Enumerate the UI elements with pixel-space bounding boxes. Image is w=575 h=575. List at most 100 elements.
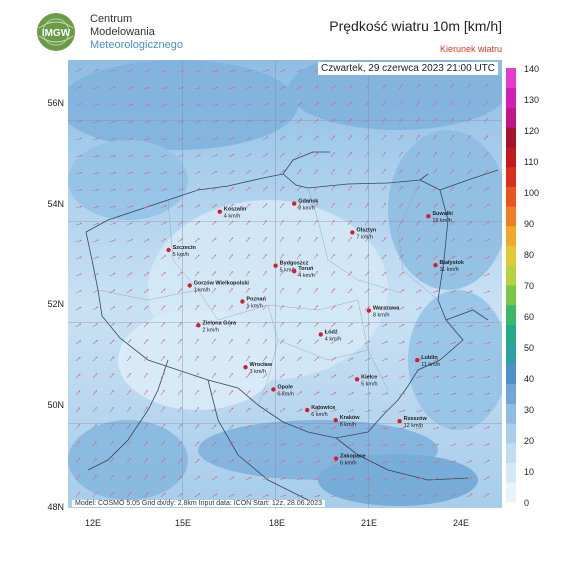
wind-arrow <box>432 494 439 498</box>
wind-arrow <box>262 220 268 226</box>
wind-arrow <box>194 475 200 481</box>
wind-arrow <box>381 323 388 328</box>
wind-arrow <box>126 373 131 379</box>
wind-arrow <box>177 221 184 226</box>
wind-arrow <box>228 170 235 175</box>
wind-arrow <box>228 390 234 396</box>
wind-arrow <box>194 103 202 107</box>
wind-arrow <box>126 120 134 124</box>
wind-arrow <box>262 203 268 209</box>
wind-arrow <box>449 443 456 447</box>
city-dot <box>292 269 297 274</box>
wind-arrow <box>245 459 252 464</box>
city-name: Katowice <box>311 405 335 411</box>
wind-arrow <box>245 86 252 90</box>
wind-arrow <box>177 238 184 243</box>
wind-arrow <box>228 304 233 311</box>
city-name: Szczecin <box>173 245 197 251</box>
wind-arrow <box>398 375 405 379</box>
wind-arrow <box>109 457 114 464</box>
wind-arrow <box>143 120 151 124</box>
wind-arrow <box>364 443 372 447</box>
colorbar-swatch <box>506 324 516 345</box>
wind-arrow <box>75 205 83 209</box>
wind-arrow <box>279 322 284 328</box>
city-dot <box>333 456 339 461</box>
wind-arrow <box>279 136 286 141</box>
wind-arrow <box>75 424 80 430</box>
wind-arrow <box>330 236 335 243</box>
wind-arrow <box>279 460 286 464</box>
colorbar-swatch <box>506 285 516 306</box>
wind-arrow <box>211 120 218 124</box>
wind-arrow <box>415 375 422 379</box>
wind-arrow <box>160 154 167 158</box>
wind-arrow <box>313 374 320 379</box>
wind-arrow <box>483 324 491 328</box>
city-dot <box>240 299 245 304</box>
wind-arrow <box>160 137 168 141</box>
wind-arrow <box>296 477 303 481</box>
lon-label-15: 15E <box>174 518 191 528</box>
wind-arrow <box>245 424 251 430</box>
wind-arrow <box>194 424 200 430</box>
wind-arrow <box>347 374 354 379</box>
city-dot <box>292 201 297 206</box>
wind-arrow <box>126 423 131 430</box>
wind-arrow <box>432 203 438 209</box>
wind-arrow <box>483 152 489 158</box>
wind-arrow <box>143 222 150 226</box>
city-wind-value: 6 km/h <box>311 412 328 418</box>
wind-arrow <box>75 340 82 345</box>
wind-arrow <box>347 254 352 260</box>
wind-arrow <box>296 135 302 141</box>
wind-arrow <box>143 305 149 311</box>
wind-arrow <box>466 409 473 413</box>
wind-arrow <box>483 476 490 481</box>
wind-arrow <box>347 477 355 481</box>
wind-arrow <box>75 68 82 73</box>
colorbar-swatch <box>506 225 516 247</box>
wind-arrow <box>143 69 150 73</box>
wind-arrow <box>245 170 252 175</box>
wind-arrow <box>296 203 301 209</box>
wind-arrow <box>381 202 386 209</box>
wind-arrow <box>432 324 439 328</box>
wind-arrow <box>415 117 420 124</box>
wind-arrow <box>449 255 456 260</box>
wind-arrow <box>279 270 284 277</box>
wind-arrow <box>279 102 286 107</box>
wind-arrow <box>483 169 489 175</box>
wind-arrow <box>143 475 149 481</box>
wind-arrow <box>228 373 233 379</box>
wind-arrow <box>296 443 303 447</box>
wind-arrow <box>347 84 353 90</box>
wind-arrow <box>449 307 456 311</box>
wind-arrow <box>364 254 370 260</box>
wind-arrow <box>381 118 386 124</box>
wind-arrow <box>432 134 437 141</box>
wind-arrow <box>313 443 320 447</box>
wind-arrow <box>262 390 268 396</box>
lat-label-54: 54N <box>47 199 64 209</box>
wind-arrow <box>466 255 473 260</box>
wind-arrow <box>245 390 251 396</box>
city-wind-value: 7 km/h <box>356 234 373 240</box>
city-dot <box>426 214 431 219</box>
wind-arrow <box>330 443 337 447</box>
city-wind-value: 3 km/h <box>250 369 267 375</box>
wind-arrow <box>313 135 319 141</box>
wind-arrow <box>75 474 80 481</box>
wind-arrow <box>160 103 168 107</box>
wind-arrow <box>483 273 490 277</box>
wind-arrow <box>194 271 200 277</box>
wind-arrow <box>75 86 82 90</box>
wind-arrow <box>160 441 165 447</box>
wind-arrow <box>262 253 267 260</box>
wind-arrow <box>194 305 199 311</box>
wind-speed-colorbar <box>506 68 516 502</box>
wind-arrow <box>245 338 250 345</box>
wind-arrow <box>177 86 185 90</box>
